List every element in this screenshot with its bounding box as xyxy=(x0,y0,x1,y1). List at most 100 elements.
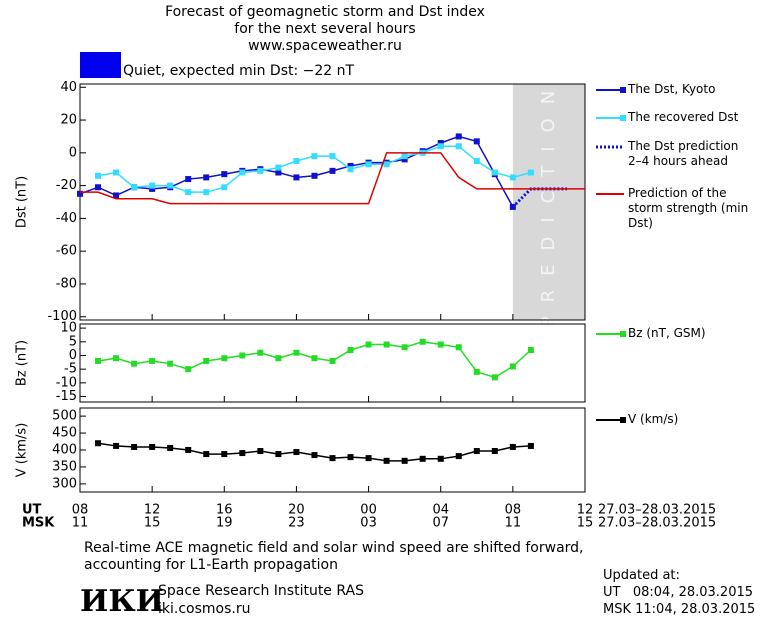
data-point xyxy=(383,457,390,464)
ut-tick-label: 00 xyxy=(360,503,377,518)
ut-tick-label: 04 xyxy=(432,503,449,518)
y-tick-label: -20 xyxy=(56,178,77,193)
data-point xyxy=(509,174,516,181)
data-point xyxy=(185,176,192,183)
title-line: Forecast of geomagnetic storm and Dst in… xyxy=(165,4,485,20)
data-point xyxy=(311,452,318,459)
data-point xyxy=(149,185,156,192)
updated-ut: UT 08:04, 28.03.2015 xyxy=(603,585,754,600)
prediction-zone xyxy=(512,84,585,320)
updated-msk: MSK 11:04, 28.03.2015 xyxy=(603,602,756,617)
data-point xyxy=(113,442,120,449)
data-point xyxy=(311,153,318,160)
ut-tick-label: 16 xyxy=(216,503,233,518)
legend-label: The Dst, Kyoto xyxy=(628,82,716,96)
y-tick-label: 0 xyxy=(69,348,77,363)
data-point xyxy=(77,190,83,197)
data-point xyxy=(203,174,210,181)
data-point xyxy=(167,444,174,451)
data-point xyxy=(365,161,372,168)
data-point xyxy=(203,451,210,458)
data-point xyxy=(329,153,336,160)
data-point xyxy=(419,338,426,345)
y-tick-label: -10 xyxy=(56,375,77,390)
y-tick-label: 300 xyxy=(52,476,77,491)
legend-label: V (km/s) xyxy=(628,412,679,426)
data-point xyxy=(167,182,174,189)
data-point xyxy=(275,355,282,362)
data-point xyxy=(95,440,102,447)
data-point xyxy=(275,451,282,458)
y-tick-label: 5 xyxy=(69,334,77,349)
data-point xyxy=(383,161,390,168)
data-point xyxy=(239,169,246,176)
legend-label: The recovered Dst xyxy=(628,110,739,124)
ut-dates: 27.03–28.03.2015 xyxy=(598,503,716,518)
data-point xyxy=(221,171,228,178)
website: iki.cosmos.ru xyxy=(158,601,251,617)
y-tick-label: 350 xyxy=(52,459,77,474)
ut-tick-label: 12 xyxy=(144,503,161,518)
legend-marker xyxy=(620,417,626,423)
data-point xyxy=(149,443,156,450)
y-tick-label: -80 xyxy=(56,276,77,291)
data-point xyxy=(473,368,480,375)
status-indicator xyxy=(80,52,121,78)
msk-tick-label: 07 xyxy=(432,516,449,531)
data-point xyxy=(527,347,534,353)
data-point xyxy=(509,363,516,370)
legend-label: Prediction of the storm strength (min Ds… xyxy=(628,186,749,230)
data-point xyxy=(293,449,300,456)
plot-frame xyxy=(79,83,586,321)
y-tick-label: 400 xyxy=(52,443,77,458)
series-line xyxy=(80,152,585,205)
data-point xyxy=(221,355,228,362)
data-point xyxy=(527,169,534,176)
data-point xyxy=(347,162,354,169)
msk-label: MSK xyxy=(22,516,55,531)
data-point xyxy=(455,143,462,150)
y-tick-label: -15 xyxy=(56,389,77,404)
legend-label: The Dst prediction 2–4 hours ahead xyxy=(628,139,739,168)
data-point xyxy=(275,164,282,171)
data-point xyxy=(437,140,444,146)
legend-marker xyxy=(620,115,626,121)
data-point xyxy=(401,457,408,464)
data-point xyxy=(257,349,264,356)
legend-marker xyxy=(620,87,626,93)
data-point xyxy=(455,453,462,460)
ut-label: UT xyxy=(22,503,42,518)
data-point xyxy=(437,455,444,462)
data-point xyxy=(311,172,318,179)
data-point xyxy=(203,357,210,364)
y-tick-label: 0 xyxy=(69,145,77,160)
data-point xyxy=(329,455,336,462)
data-point xyxy=(257,448,264,455)
data-point xyxy=(383,341,390,348)
data-point xyxy=(401,153,408,160)
data-point xyxy=(185,447,192,453)
data-point xyxy=(275,169,282,176)
data-point xyxy=(203,189,210,196)
footer-note: Real-time ACE magnetic field and solar w… xyxy=(84,540,584,573)
updated-label: Updated at: xyxy=(603,568,680,583)
prediction-label: PREDICTION xyxy=(538,77,559,327)
y-tick-label: 500 xyxy=(52,409,77,424)
data-point xyxy=(257,167,264,174)
y-tick-label: 40 xyxy=(60,80,77,95)
msk-tick-label: 15 xyxy=(577,516,594,531)
y-tick-label: 10 xyxy=(60,321,77,336)
data-point xyxy=(527,442,534,449)
data-point xyxy=(149,182,156,189)
data-point xyxy=(347,347,354,353)
data-point xyxy=(131,360,138,367)
data-point xyxy=(131,184,138,191)
y-tick-label: -40 xyxy=(56,211,77,226)
msk-tick-label: 23 xyxy=(288,516,305,531)
data-point xyxy=(419,455,426,462)
data-point xyxy=(473,158,480,165)
data-point xyxy=(185,366,192,373)
data-point xyxy=(239,450,246,457)
data-point xyxy=(293,349,300,356)
